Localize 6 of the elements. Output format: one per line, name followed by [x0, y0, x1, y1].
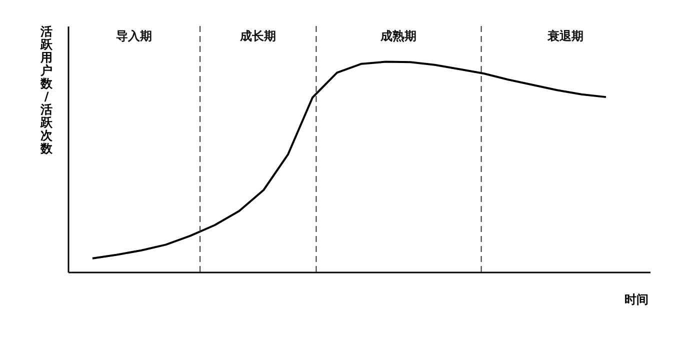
text: 成长期	[239, 29, 276, 43]
text: 活跃用户数/活跃次数	[40, 24, 52, 156]
x-axis-title: 时间	[624, 292, 648, 306]
text: 衰退期	[546, 29, 584, 43]
text: 成熟期	[380, 29, 417, 43]
text: 导入期	[116, 29, 152, 43]
